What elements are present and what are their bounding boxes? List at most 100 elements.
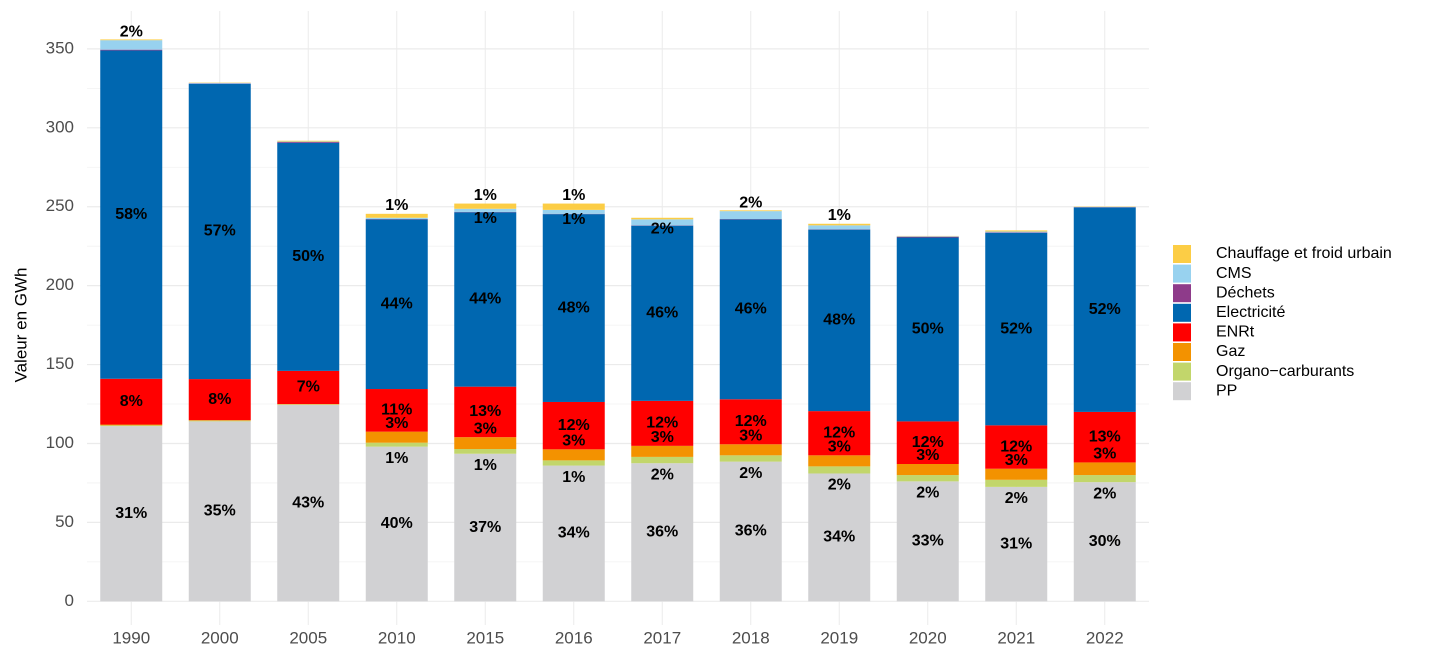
bar-segment	[454, 437, 516, 449]
data-label: 48%	[558, 299, 590, 316]
bar-segment	[631, 446, 693, 457]
legend-swatch	[1173, 382, 1191, 400]
bar-segment	[808, 466, 870, 473]
bar-segment	[454, 449, 516, 454]
data-label: 46%	[646, 304, 678, 321]
data-label: 58%	[115, 206, 147, 223]
data-label: 34%	[558, 525, 590, 542]
legend-label: Chauffage et froid urbain	[1216, 245, 1392, 262]
data-label: 1%	[562, 187, 585, 204]
bar-segment	[808, 225, 870, 229]
bar-segment	[100, 40, 162, 49]
y-tick-label: 100	[46, 433, 74, 452]
bar-segment	[631, 218, 693, 220]
data-label: 3%	[651, 429, 674, 446]
data-label: 30%	[1089, 533, 1121, 550]
data-label: 35%	[204, 503, 236, 520]
bar-segment	[720, 211, 782, 219]
data-label: 43%	[292, 494, 324, 511]
data-label: 1%	[385, 450, 408, 467]
bar-segment	[100, 425, 162, 426]
x-tick-label: 2005	[289, 628, 327, 647]
legend-swatch	[1173, 265, 1191, 283]
data-label: 31%	[115, 505, 147, 522]
data-label: 57%	[204, 223, 236, 240]
data-label: 50%	[292, 248, 324, 265]
data-label: 2%	[651, 221, 674, 238]
bar-segment	[720, 444, 782, 455]
data-label: 31%	[1000, 535, 1032, 552]
data-label: 40%	[381, 515, 413, 532]
data-label: 2%	[1093, 485, 1116, 502]
bar-segment	[277, 142, 339, 143]
data-label: 12%	[1000, 438, 1032, 455]
bar-segment	[1074, 475, 1136, 482]
bar-segment	[100, 425, 162, 426]
bar-segment	[366, 218, 428, 219]
y-tick-label: 50	[55, 512, 74, 531]
x-tick-label: 2016	[555, 628, 593, 647]
y-tick-label: 350	[46, 38, 74, 57]
x-tick-label: 2000	[201, 628, 239, 647]
x-tick-label: 2021	[997, 628, 1035, 647]
y-tick-label: 0	[65, 591, 74, 610]
y-tick-label: 250	[46, 196, 74, 215]
bar-segment	[631, 457, 693, 463]
data-label: 12%	[912, 434, 944, 451]
y-tick-label: 300	[46, 117, 74, 136]
bar-segment	[543, 449, 605, 460]
bar-segment	[543, 460, 605, 465]
y-tick-label: 150	[46, 354, 74, 373]
data-label: 3%	[1093, 446, 1116, 463]
legend-swatch	[1173, 343, 1191, 361]
data-label: 37%	[469, 519, 501, 536]
data-label: 2%	[1005, 490, 1028, 507]
data-label: 7%	[297, 379, 320, 396]
bar-segment	[189, 83, 251, 84]
legend-label: Gaz	[1216, 343, 1245, 360]
bar-segment	[189, 421, 251, 422]
data-label: 44%	[469, 291, 501, 308]
data-label: 12%	[735, 413, 767, 430]
x-tick-label: 2020	[909, 628, 947, 647]
data-label: 1%	[562, 469, 585, 486]
data-label: 44%	[381, 295, 413, 312]
data-label: 2%	[739, 194, 762, 211]
data-label: 13%	[1089, 428, 1121, 445]
bar-segment	[366, 432, 428, 443]
data-label: 52%	[1089, 301, 1121, 318]
bar-segment	[897, 475, 959, 481]
data-label: 11%	[381, 402, 412, 419]
data-label: 3%	[739, 427, 762, 444]
x-tick-label: 2010	[378, 628, 416, 647]
data-label: 3%	[474, 420, 497, 437]
data-label: 36%	[646, 523, 678, 540]
bar-segment	[897, 464, 959, 475]
data-label: 1%	[385, 197, 408, 214]
bar-segment	[985, 469, 1047, 480]
bar-segment	[100, 50, 162, 51]
data-label: 12%	[823, 424, 855, 441]
legend-label: CMS	[1216, 265, 1252, 282]
bar-segment	[366, 443, 428, 447]
legend-swatch	[1173, 304, 1191, 322]
data-label: 2%	[120, 23, 143, 40]
bar-segment	[985, 230, 1047, 231]
bar-segment	[277, 141, 339, 142]
x-tick-label: 2015	[466, 628, 504, 647]
bar-segment	[720, 455, 782, 461]
y-axis-title: Valeur en GWh	[11, 268, 30, 383]
data-label: 48%	[823, 312, 855, 329]
y-tick-label: 200	[46, 275, 74, 294]
data-label: 2%	[916, 485, 939, 502]
data-label: 1%	[474, 457, 497, 474]
bar-segment	[808, 455, 870, 466]
data-label: 33%	[912, 533, 944, 550]
legend-label: Electricité	[1216, 304, 1285, 321]
data-label: 1%	[474, 210, 497, 227]
data-label: 1%	[474, 187, 497, 204]
data-label: 12%	[558, 417, 590, 434]
legend-label: Déchets	[1216, 284, 1275, 301]
data-label: 2%	[651, 466, 674, 483]
